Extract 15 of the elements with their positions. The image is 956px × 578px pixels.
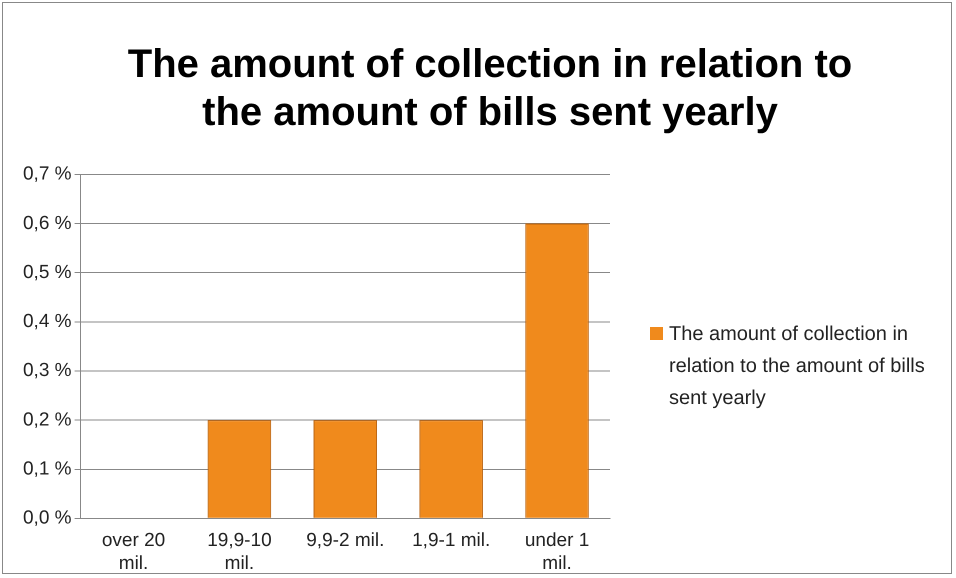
x-tick-label: 1,9-1 mil.: [412, 530, 490, 552]
y-tick-label: 0,6 %: [22, 212, 72, 234]
x-tick-label: under 1 mil.: [524, 530, 590, 574]
y-tick-label: 0,4 %: [22, 311, 72, 332]
y-tick-label: 0,7 %: [22, 164, 72, 185]
x-tick-label: 9,9-2 mil.: [306, 530, 384, 552]
y-tick-label: 0,2 %: [22, 409, 72, 430]
chart-title: The amount of collection in relation to the amount of bills sent yearly: [126, 41, 854, 136]
y-tick-label: 0,5 %: [22, 262, 72, 283]
y-tick-label: 0,3 %: [22, 360, 72, 382]
y-tick-label: 0,0 %: [22, 508, 72, 529]
legend-label: The amount of collection in relation to the amount of bills sent yearly: [669, 322, 926, 411]
x-tick-label: over 20 mil.: [102, 530, 166, 574]
y-tick-label: 0,1 %: [22, 458, 72, 480]
x-tick-label: 19,9-10 mil.: [207, 530, 272, 574]
